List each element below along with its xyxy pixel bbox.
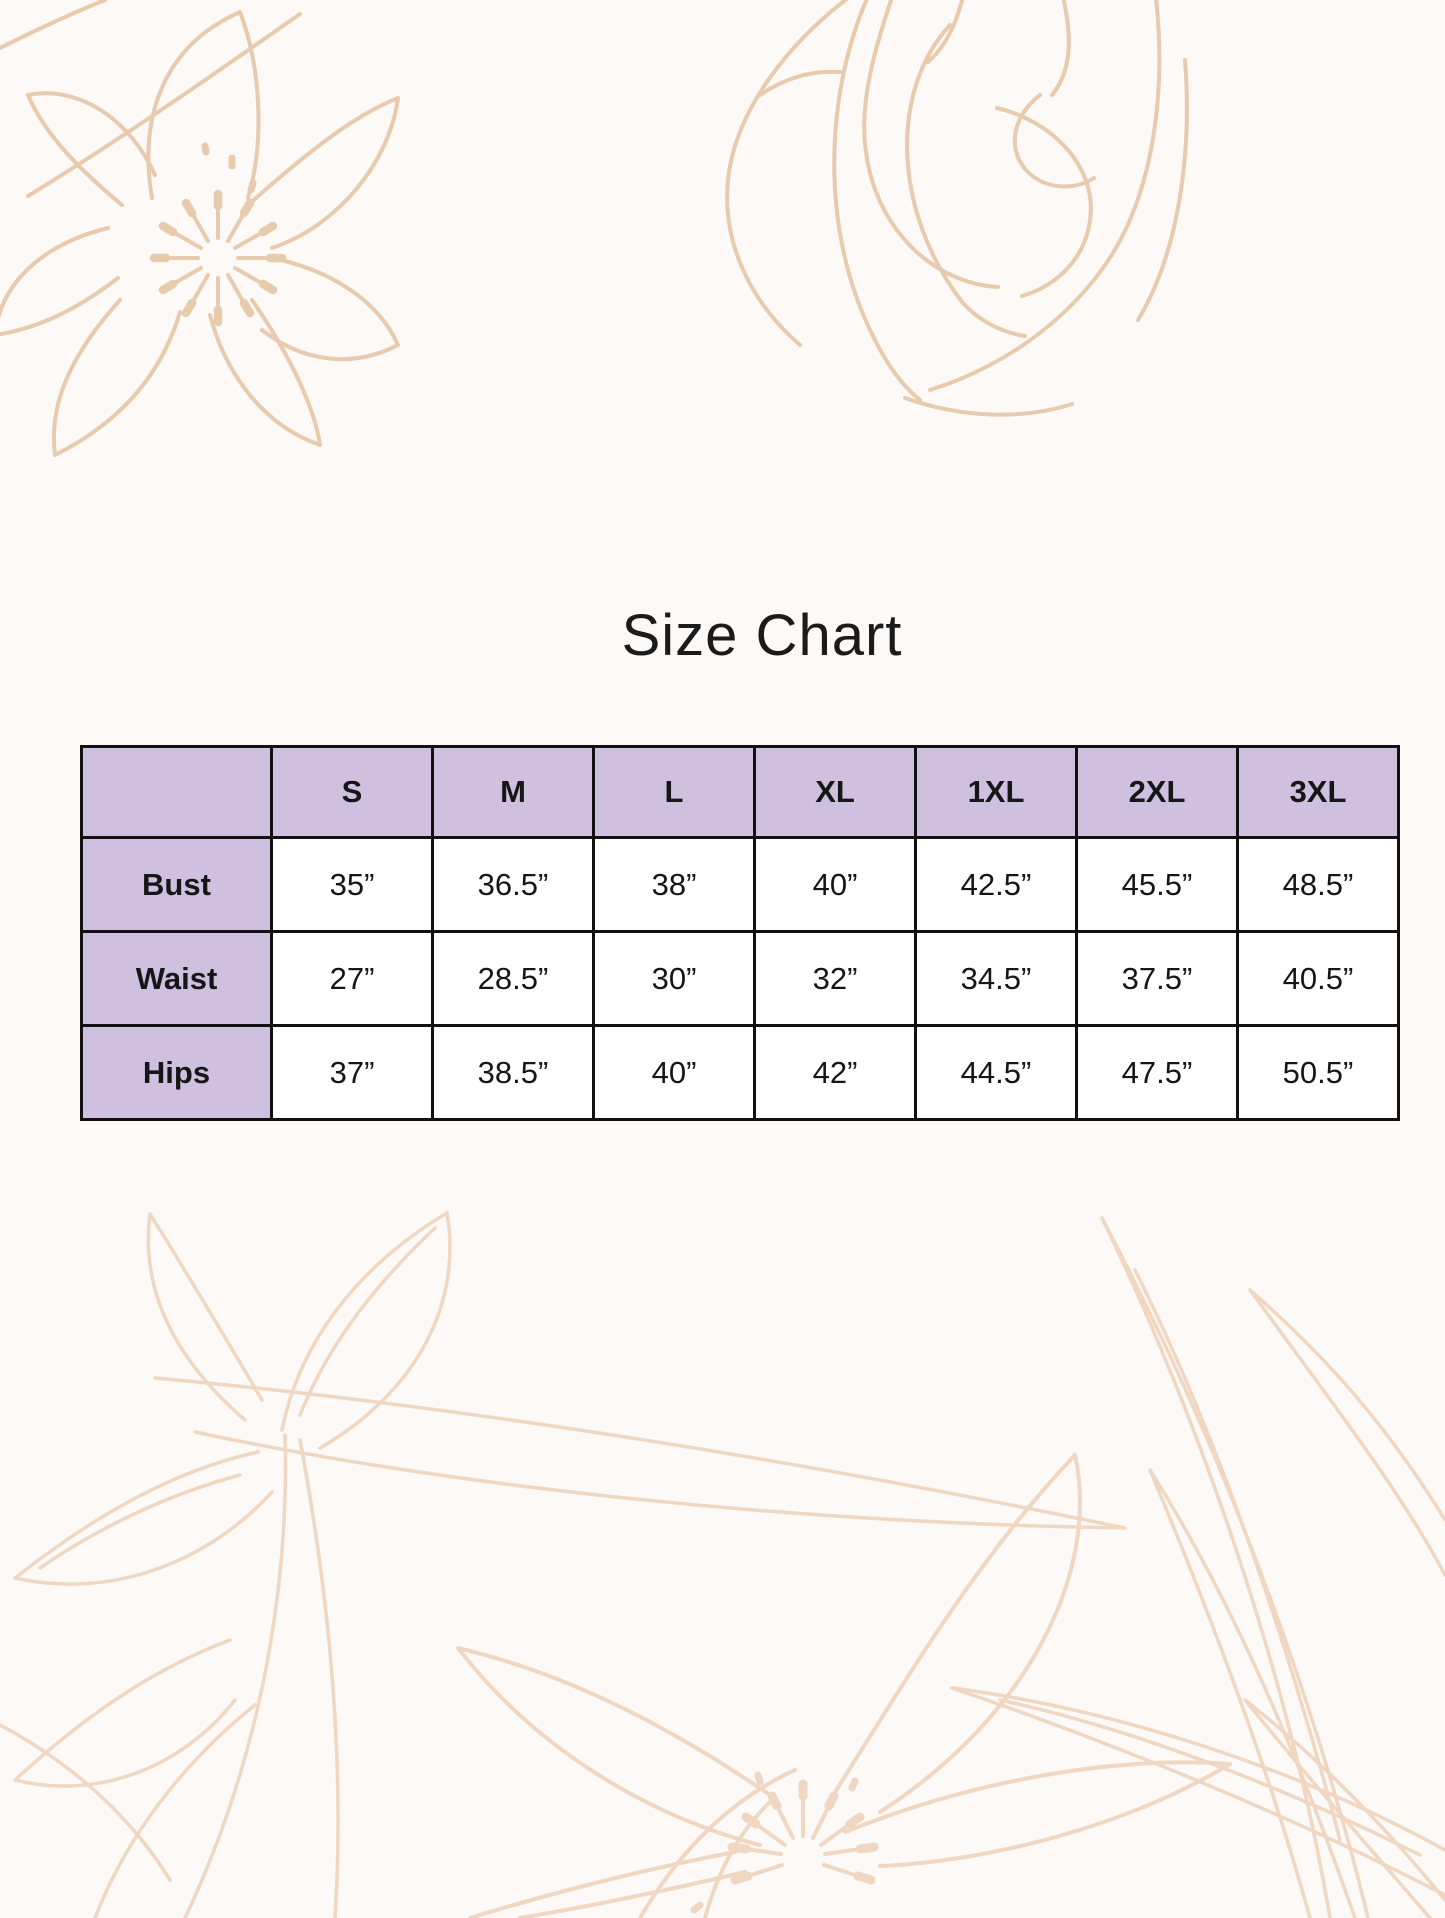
cell-bust-2xl: 45.5” (1075, 836, 1239, 933)
cell-waist-3xl: 40.5” (1236, 930, 1400, 1027)
cell-bust-l: 38” (592, 836, 756, 933)
willow-leaves-icon (950, 1216, 1445, 1918)
column-header-xl: XL (753, 745, 917, 839)
row-label-bust: Bust (80, 836, 273, 933)
cell-waist-1xl: 34.5” (914, 930, 1078, 1027)
table-row-hips: Hips 37” 38.5” 40” 42” 44.5” 47.5” 50.5” (80, 1024, 1400, 1121)
cell-waist-l: 30” (592, 930, 756, 1027)
table-row-waist: Waist 27” 28.5” 30” 32” 34.5” 37.5” 40.5… (80, 930, 1400, 1027)
column-header-1xl: 1XL (914, 745, 1078, 839)
column-header-2xl: 2XL (1075, 745, 1239, 839)
leaf-branch-icon (0, 1211, 1127, 1918)
table-row-bust: Bust 35” 36.5” 38” 40” 42.5” 45.5” 48.5” (80, 836, 1400, 933)
cell-bust-s: 35” (270, 836, 434, 933)
cell-bust-xl: 40” (753, 836, 917, 933)
row-label-hips: Hips (80, 1024, 273, 1121)
corner-cell (80, 745, 273, 839)
row-label-waist: Waist (80, 930, 273, 1027)
cell-hips-s: 37” (270, 1024, 434, 1121)
cell-hips-m: 38.5” (431, 1024, 595, 1121)
cell-waist-m: 28.5” (431, 930, 595, 1027)
clematis-flower-icon (0, 0, 400, 457)
cell-hips-3xl: 50.5” (1236, 1024, 1400, 1121)
page-title: Size Chart (621, 603, 903, 668)
cell-bust-1xl: 42.5” (914, 836, 1078, 933)
peony-flower-icon (725, 0, 1189, 417)
column-header-m: M (431, 745, 595, 839)
header-row: S M L XL 1XL 2XL 3XL (80, 745, 1400, 839)
cell-hips-xl: 42” (753, 1024, 917, 1121)
column-header-l: L (592, 745, 756, 839)
cell-bust-m: 36.5” (431, 836, 595, 933)
clematis-flower-icon (456, 1453, 1232, 1918)
cell-hips-2xl: 47.5” (1075, 1024, 1239, 1121)
cell-bust-3xl: 48.5” (1236, 836, 1400, 933)
cell-hips-1xl: 44.5” (914, 1024, 1078, 1121)
column-header-3xl: 3XL (1236, 745, 1400, 839)
cell-waist-s: 27” (270, 930, 434, 1027)
cell-waist-xl: 32” (753, 930, 917, 1027)
cell-hips-l: 40” (592, 1024, 756, 1121)
size-chart-table: S M L XL 1XL 2XL 3XL Bust 35” 36.5” 38” … (80, 745, 1400, 1121)
column-header-s: S (270, 745, 434, 839)
cell-waist-2xl: 37.5” (1075, 930, 1239, 1027)
